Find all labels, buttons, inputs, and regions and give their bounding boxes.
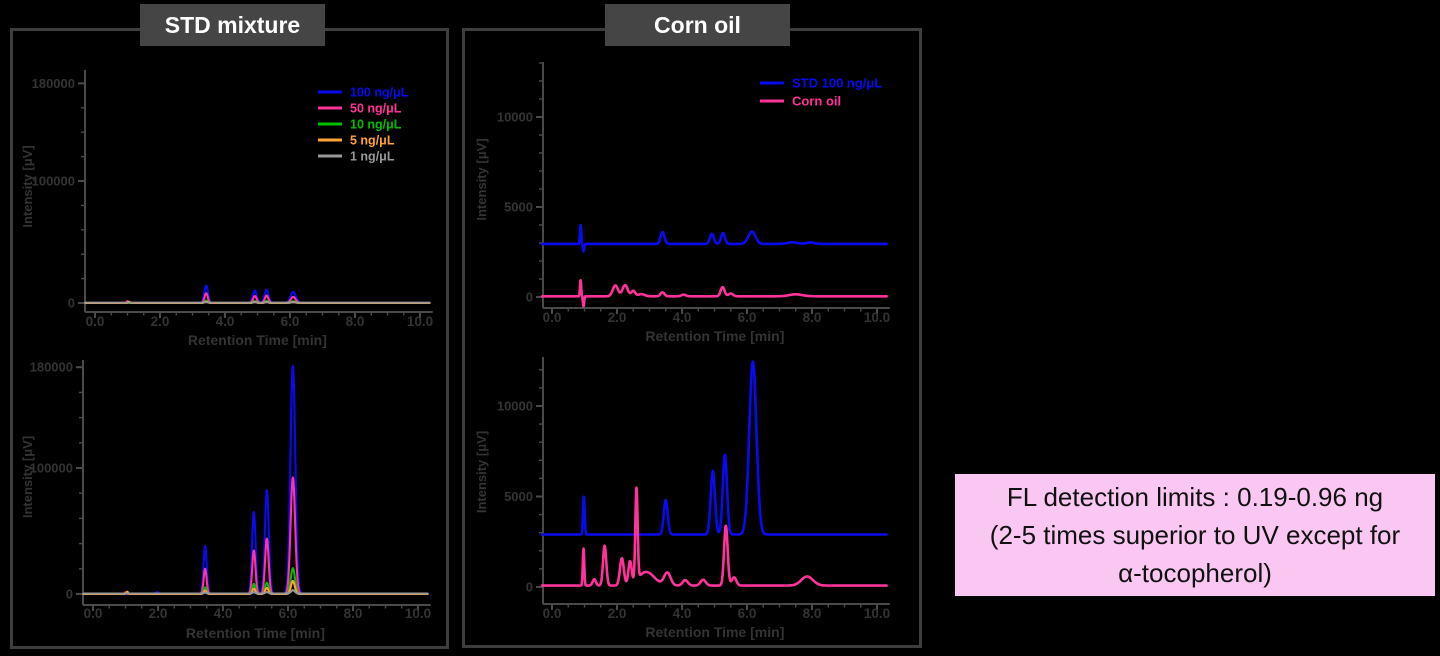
svg-text:1 ng/μL: 1 ng/μL [350,150,395,164]
svg-text:5000: 5000 [504,200,533,215]
svg-text:4.0: 4.0 [214,606,233,621]
svg-text:8.0: 8.0 [803,310,822,325]
svg-text:8.0: 8.0 [803,606,822,621]
note-line-1: FL detection limits : 0.19-0.96 ng [1006,482,1384,512]
chromatogram-corn-fl: 0 5000 10000 0.0 2.0 4.0 6.0 8.0 10.0 Retention T… [474,357,890,640]
svg-text:Intensity [μV]: Intensity [μV] [474,431,489,513]
svg-text:180000: 180000 [30,360,73,375]
svg-text:Intensity [μV]: Intensity [μV] [474,138,489,220]
note-line-2: (2-5 times superior to UV except for [989,520,1401,550]
svg-text:6.0: 6.0 [281,314,300,329]
svg-text:0: 0 [68,296,75,311]
chromatogram-std-uv: 0 100000 180000 0.0 2.0 4.0 6.0 8.0 10.0 Retentio… [20,70,433,348]
svg-text:0: 0 [526,290,533,305]
svg-text:0.0: 0.0 [84,606,103,621]
svg-text:8.0: 8.0 [344,606,363,621]
svg-text:Corn oil: Corn oil [792,94,841,109]
std-mixture-title: STD mixture [140,4,325,46]
svg-text:4.0: 4.0 [673,310,692,325]
fl-detection-note: FL detection limits : 0.19-0.96 ng (2-5 … [955,474,1435,596]
svg-text:4.0: 4.0 [216,314,235,329]
svg-text:Retention Time [min]: Retention Time [min] [645,328,784,344]
svg-text:0.0: 0.0 [543,606,562,621]
svg-text:10.0: 10.0 [864,606,890,621]
svg-text:10000: 10000 [497,110,533,125]
svg-text:8.0: 8.0 [346,314,365,329]
svg-text:10 ng/μL: 10 ng/μL [350,118,402,132]
svg-text:10.0: 10.0 [405,606,431,621]
svg-text:0.0: 0.0 [86,314,105,329]
svg-text:Intensity [μV]: Intensity [μV] [20,436,35,518]
svg-text:10.0: 10.0 [407,314,433,329]
svg-text:180000: 180000 [32,76,75,91]
svg-text:10000: 10000 [497,399,533,414]
svg-text:100 ng/μL: 100 ng/μL [350,86,409,100]
svg-text:6.0: 6.0 [738,606,757,621]
svg-text:0: 0 [66,587,73,602]
svg-text:2.0: 2.0 [151,314,170,329]
svg-text:6.0: 6.0 [279,606,298,621]
svg-text:2.0: 2.0 [608,606,627,621]
svg-text:4.0: 4.0 [673,606,692,621]
svg-text:100000: 100000 [32,174,75,189]
svg-text:0: 0 [526,580,533,595]
svg-text:Retention Time [min]: Retention Time [min] [188,332,327,348]
svg-text:6.0: 6.0 [738,310,757,325]
svg-text:2.0: 2.0 [608,310,627,325]
svg-text:50 ng/μL: 50 ng/μL [350,102,402,116]
svg-text:5 ng/μL: 5 ng/μL [350,134,395,148]
svg-text:5000: 5000 [504,489,533,504]
chromatogram-std-fl: 0 100000 180000 0.0 2.0 4.0 6.0 8.0 10.0 Retentio… [20,360,431,641]
svg-text:STD 100 ng/μL: STD 100 ng/μL [792,76,882,91]
note-line-3: α-tocopherol) [1118,558,1272,588]
svg-text:Retention Time [min]: Retention Time [min] [186,625,325,641]
svg-text:0.0: 0.0 [543,310,562,325]
chromatogram-corn-uv: 0 5000 10000 0.0 2.0 4.0 6.0 8.0 10.0 Retention T… [474,62,890,344]
svg-text:100000: 100000 [30,461,73,476]
svg-text:Retention Time [min]: Retention Time [min] [645,624,784,640]
svg-text:10.0: 10.0 [864,310,890,325]
corn-oil-title: Corn oil [605,4,790,46]
svg-text:Intensity [μV]: Intensity [μV] [20,145,35,227]
svg-text:2.0: 2.0 [149,606,168,621]
